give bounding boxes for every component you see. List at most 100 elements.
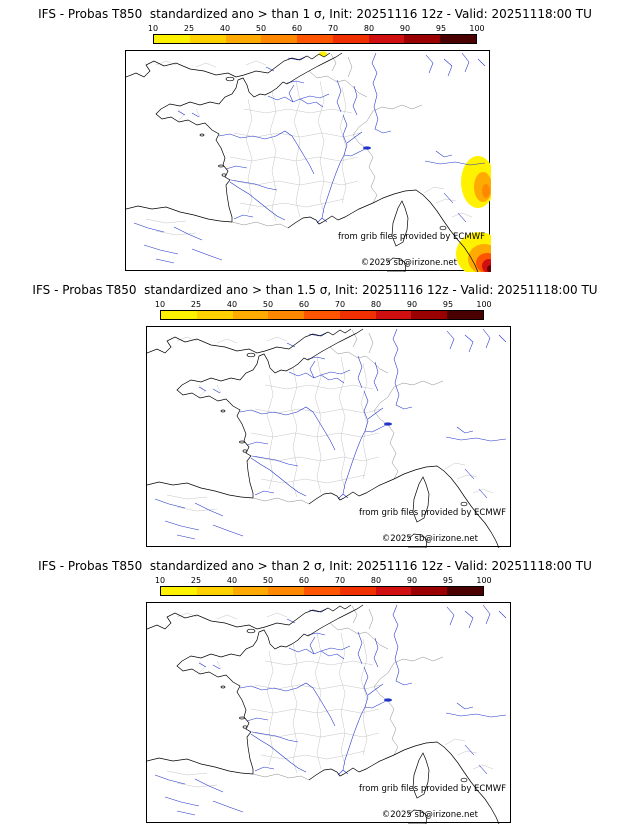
colorbar-segment bbox=[368, 35, 405, 43]
spain-coast bbox=[147, 757, 254, 775]
belle-ile-island bbox=[220, 409, 226, 413]
panel-sigma-2: IFS - Probas T850 standardized ano > tha… bbox=[0, 552, 630, 828]
france-atlantic-coast bbox=[155, 70, 310, 222]
corsica-coast bbox=[412, 752, 430, 799]
colorbar-tick-label: 25 bbox=[190, 576, 202, 585]
colorbar-tick-label: 90 bbox=[406, 576, 418, 585]
ile-d-oleron bbox=[221, 173, 227, 177]
colorbar-tick-row: 10 25 40 50 60 70 80 90 95 100 bbox=[148, 24, 485, 33]
colorbar-segment bbox=[261, 35, 298, 43]
colorbar-segment bbox=[339, 587, 376, 595]
ile-d-oleron bbox=[242, 725, 248, 729]
colorbar-tick-label: 90 bbox=[406, 300, 418, 309]
lake-geneva bbox=[363, 146, 371, 150]
ile-de-re bbox=[218, 164, 224, 168]
corsica-coast bbox=[412, 476, 430, 523]
grib-provider-credit: from grib files provided by ECMWF bbox=[359, 508, 506, 518]
anomaly-region bbox=[482, 184, 490, 198]
colorbar-tick-label: 80 bbox=[370, 300, 382, 309]
department-borders-layer bbox=[166, 612, 494, 788]
colorbar-segment bbox=[161, 311, 197, 319]
colorbar-tick-label: 50 bbox=[262, 576, 274, 585]
country-borders-layer bbox=[252, 329, 444, 505]
coastline-layer bbox=[126, 52, 479, 272]
colorbar-tick-label: 10 bbox=[154, 576, 166, 585]
colorbar-segment bbox=[196, 311, 233, 319]
rivers-layer bbox=[154, 604, 507, 816]
colorbar-tick-label: 25 bbox=[190, 300, 202, 309]
england-belgium-coast bbox=[126, 52, 343, 78]
colorbar-segment bbox=[411, 311, 448, 319]
france-atlantic-coast bbox=[176, 346, 331, 498]
coastline-layer bbox=[147, 604, 500, 824]
colorbar-tick-label: 70 bbox=[327, 24, 339, 33]
colorbar-tick-label: 40 bbox=[219, 24, 231, 33]
elba-island bbox=[439, 225, 447, 231]
department-borders-layer bbox=[166, 336, 494, 512]
colorbar-segment bbox=[196, 587, 233, 595]
spain-coast bbox=[147, 481, 254, 499]
colorbar-tick-label: 95 bbox=[442, 576, 454, 585]
colorbar-segment bbox=[189, 35, 226, 43]
colorbar-tick-label: 95 bbox=[442, 300, 454, 309]
colorbar-tick-label: 95 bbox=[435, 24, 447, 33]
colorbar-segment bbox=[304, 311, 340, 319]
france-map: from grib files provided by ECMWF ©2025 … bbox=[146, 326, 511, 548]
isle-of-wight bbox=[246, 352, 256, 358]
colorbar-segment bbox=[232, 587, 269, 595]
sardinia-coast bbox=[386, 257, 407, 272]
colorbar-segment bbox=[297, 35, 333, 43]
colorbar-tick-label: 50 bbox=[255, 24, 267, 33]
department-borders-layer bbox=[145, 60, 473, 236]
colorbar-tick-label: 70 bbox=[334, 576, 346, 585]
colorbar-segment bbox=[375, 311, 412, 319]
france-map: from grib files provided by ECMWF ©2025 … bbox=[125, 50, 491, 272]
colorbar-segment bbox=[304, 587, 340, 595]
copyright-credit: ©2025 sb@irizone.net bbox=[381, 810, 478, 820]
elba-island bbox=[460, 501, 468, 507]
colorbar-tick-label: 10 bbox=[154, 300, 166, 309]
colorbar-segment bbox=[375, 587, 412, 595]
colorbar-bar bbox=[160, 310, 484, 320]
panel-title: IFS - Probas T850 standardized ano > tha… bbox=[38, 559, 592, 573]
probability-colorbar: 10 25 40 50 60 70 80 90 95 100 bbox=[148, 24, 485, 44]
france-map-svg bbox=[126, 51, 491, 272]
country-borders-layer bbox=[231, 53, 423, 229]
coastline-layer bbox=[147, 328, 500, 548]
ile-d-oleron bbox=[242, 449, 248, 453]
colorbar-segment bbox=[161, 587, 197, 595]
rivers-layer bbox=[154, 328, 507, 540]
france-atlantic-coast bbox=[176, 622, 331, 774]
panel-sigma-1-5: IFS - Probas T850 standardized ano > tha… bbox=[0, 276, 630, 552]
colorbar-tick-label: 40 bbox=[226, 300, 238, 309]
england-belgium-coast bbox=[147, 328, 364, 354]
colorbar-segment bbox=[447, 311, 484, 319]
colorbar-segment bbox=[332, 35, 369, 43]
colorbar-tick-label: 100 bbox=[476, 300, 492, 309]
ile-de-re bbox=[239, 716, 245, 720]
colorbar-segment bbox=[268, 587, 305, 595]
probability-colorbar: 10 25 40 50 60 70 80 90 95 100 bbox=[155, 576, 492, 596]
colorbar-segment bbox=[268, 311, 305, 319]
colorbar-segment bbox=[404, 35, 441, 43]
colorbar-tick-label: 50 bbox=[262, 300, 274, 309]
country-borders-layer bbox=[252, 605, 444, 781]
colorbar-segment bbox=[339, 311, 376, 319]
colorbar-tick-label: 100 bbox=[476, 576, 492, 585]
colorbar-tick-row: 10 25 40 50 60 70 80 90 95 100 bbox=[155, 300, 492, 309]
sardinia-coast bbox=[407, 533, 428, 548]
colorbar-segment bbox=[225, 35, 262, 43]
england-belgium-coast bbox=[147, 604, 364, 630]
colorbar-segment bbox=[154, 35, 190, 43]
probability-colorbar: 10 25 40 50 60 70 80 90 95 100 bbox=[155, 300, 492, 320]
copyright-credit: ©2025 sb@irizone.net bbox=[360, 258, 457, 268]
corsica-coast bbox=[391, 200, 409, 247]
colorbar-segment bbox=[411, 587, 448, 595]
colorbar-segment bbox=[232, 311, 269, 319]
spain-coast bbox=[126, 205, 233, 223]
grib-provider-credit: from grib files provided by ECMWF bbox=[338, 232, 485, 242]
lake-geneva bbox=[384, 698, 392, 702]
colorbar-tick-label: 90 bbox=[399, 24, 411, 33]
belle-ile-island bbox=[220, 685, 226, 689]
lake-geneva bbox=[384, 422, 392, 426]
